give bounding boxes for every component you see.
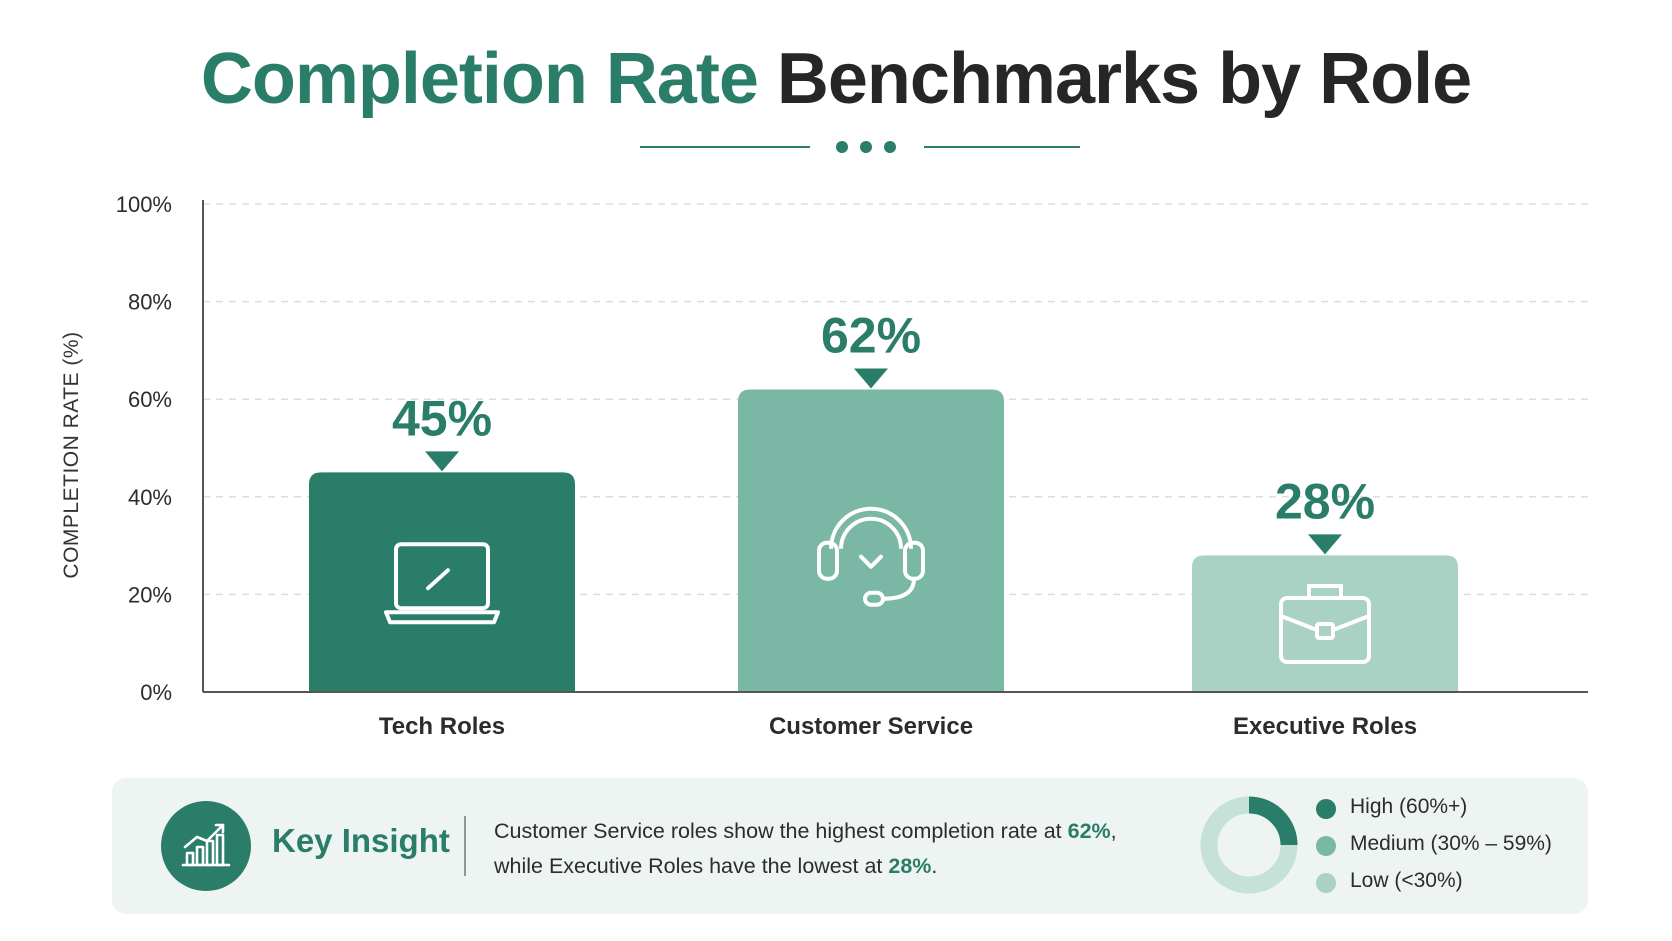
insight-text-part: , while Executive Roles have the lowest … — [494, 819, 1117, 878]
laptop-icon — [384, 542, 500, 625]
insight-text-part: Customer Service roles show the highest … — [494, 819, 1068, 843]
chart-title: Completion Rate Benchmarks by Role — [0, 38, 1672, 120]
x-tick-label: Executive Roles — [1233, 713, 1417, 740]
y-tick-label: 60% — [128, 387, 172, 412]
legend-donut — [1200, 796, 1298, 894]
legend-label: Low (<30%) — [1350, 869, 1463, 892]
briefcase-icon — [1279, 584, 1371, 664]
legend-swatch — [1316, 799, 1336, 819]
legend-swatch — [1316, 836, 1336, 856]
x-tick-label: Customer Service — [769, 713, 973, 740]
y-tick-label: 0% — [140, 680, 172, 705]
bar-customer-service — [738, 389, 1004, 692]
value-pointer — [425, 451, 459, 472]
legend-label: High (60%+) — [1350, 795, 1468, 818]
key-insight-panel: Key Insight Customer Service roles show … — [112, 778, 1588, 914]
y-tick-label: 20% — [128, 582, 172, 607]
bar-tech-roles — [309, 472, 575, 692]
value-label: 28% — [1275, 473, 1375, 529]
insight-text: Customer Service roles show the highest … — [494, 814, 1144, 884]
headset-icon — [817, 506, 925, 607]
insight-highlight-high: 62% — [1067, 819, 1111, 843]
value-pointer — [854, 368, 888, 389]
y-tick-label: 80% — [128, 290, 172, 315]
value-pointer — [1308, 534, 1342, 555]
insight-title: Key Insight — [272, 822, 450, 859]
bar-chart: 0% 20% 40% 60% 80% 100% 45% Tech Roles 62% Custom… — [116, 192, 1588, 740]
title-divider — [640, 141, 1080, 153]
insight-text-part: . — [931, 854, 938, 878]
y-tick-label: 100% — [116, 192, 172, 217]
title-rest: Benchmarks by Role — [776, 39, 1472, 119]
legend-label: Medium (30% – 59%) — [1350, 832, 1552, 855]
title-accent: Completion Rate — [200, 39, 759, 119]
insight-highlight-low: 28% — [888, 854, 932, 878]
growth-chart-icon — [161, 801, 251, 891]
y-tick-label: 40% — [128, 485, 172, 510]
value-label: 62% — [821, 307, 921, 363]
legend-swatch — [1316, 873, 1336, 893]
value-label: 45% — [392, 390, 492, 446]
x-tick-label: Tech Roles — [379, 713, 505, 740]
insight-separator — [464, 816, 466, 876]
